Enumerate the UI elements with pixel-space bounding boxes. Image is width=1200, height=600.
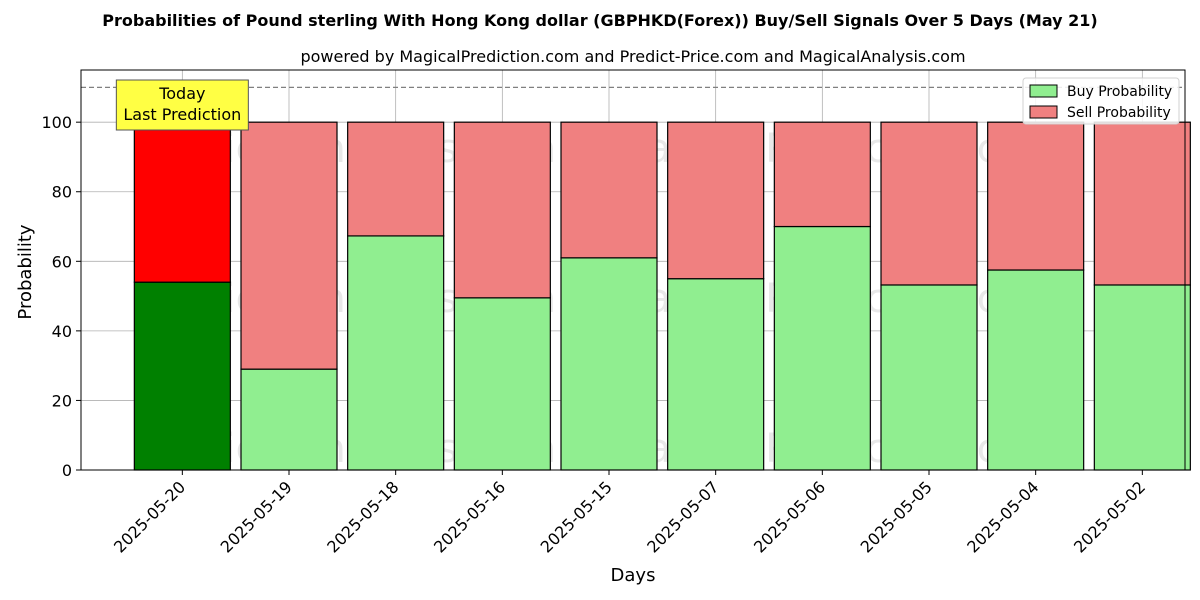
buy-bar bbox=[1093, 284, 1191, 471]
legend-label: Sell Probability bbox=[1067, 105, 1171, 121]
x-tick-label: 2025-05-02 bbox=[1070, 477, 1149, 556]
chart-title: Probabilities of Pound sterling With Hon… bbox=[102, 11, 1097, 30]
x-tick-label: 2025-05-06 bbox=[750, 477, 829, 556]
sell-bar bbox=[987, 121, 1085, 271]
buy-bar bbox=[773, 225, 871, 471]
x-tick-label: 2025-05-04 bbox=[963, 477, 1042, 556]
sell-bar bbox=[667, 121, 765, 280]
sell-bar bbox=[560, 121, 658, 259]
x-tick-label: 2025-05-15 bbox=[537, 477, 616, 556]
buy-bar bbox=[347, 235, 445, 471]
y-tick-label: 100 bbox=[41, 113, 72, 132]
legend-box bbox=[1022, 77, 1180, 125]
buy-bar bbox=[560, 257, 658, 471]
x-tick-label: 2025-05-20 bbox=[110, 477, 189, 556]
sell-bar bbox=[133, 121, 231, 283]
x-tick-label: 2025-05-07 bbox=[643, 477, 722, 556]
y-tick-label: 80 bbox=[52, 183, 72, 202]
annotation-text: Today bbox=[158, 84, 205, 103]
chart-subtitle: powered by MagicalPrediction.com and Pre… bbox=[300, 47, 965, 66]
y-axis-label: Probability bbox=[15, 224, 36, 319]
sell-bar bbox=[1093, 121, 1191, 286]
annotation-text: Last Prediction bbox=[123, 105, 241, 124]
buy-bar bbox=[880, 284, 978, 471]
y-tick-label: 0 bbox=[62, 461, 72, 480]
x-axis-label: Days bbox=[611, 565, 656, 586]
buy-bar bbox=[987, 269, 1085, 471]
annotation-box bbox=[115, 79, 249, 131]
x-tick-label: 2025-05-16 bbox=[430, 477, 509, 556]
sell-bar bbox=[453, 121, 551, 299]
sell-bar bbox=[240, 121, 338, 370]
y-tick-label: 40 bbox=[52, 322, 72, 341]
buy-bar bbox=[133, 281, 231, 471]
legend-swatch bbox=[1029, 105, 1058, 119]
y-tick-label: 20 bbox=[52, 391, 72, 410]
buy-bar bbox=[240, 368, 338, 471]
legend-label: Buy Probability bbox=[1067, 84, 1172, 100]
x-tick-label: 2025-05-18 bbox=[323, 477, 402, 556]
buy-bar bbox=[667, 278, 765, 471]
sell-bar bbox=[773, 121, 871, 228]
x-tick-label: 2025-05-19 bbox=[217, 477, 296, 556]
plot-area: MagicalAnalysis.comMagicalPrediction.com… bbox=[41, 69, 1191, 557]
legend-swatch bbox=[1029, 84, 1058, 98]
buy-bar bbox=[453, 297, 551, 471]
plot-frame bbox=[80, 69, 1186, 471]
y-tick-label: 60 bbox=[52, 252, 72, 271]
sell-bar bbox=[347, 121, 445, 237]
x-tick-label: 2025-05-05 bbox=[857, 477, 936, 556]
sell-bar bbox=[880, 121, 978, 286]
